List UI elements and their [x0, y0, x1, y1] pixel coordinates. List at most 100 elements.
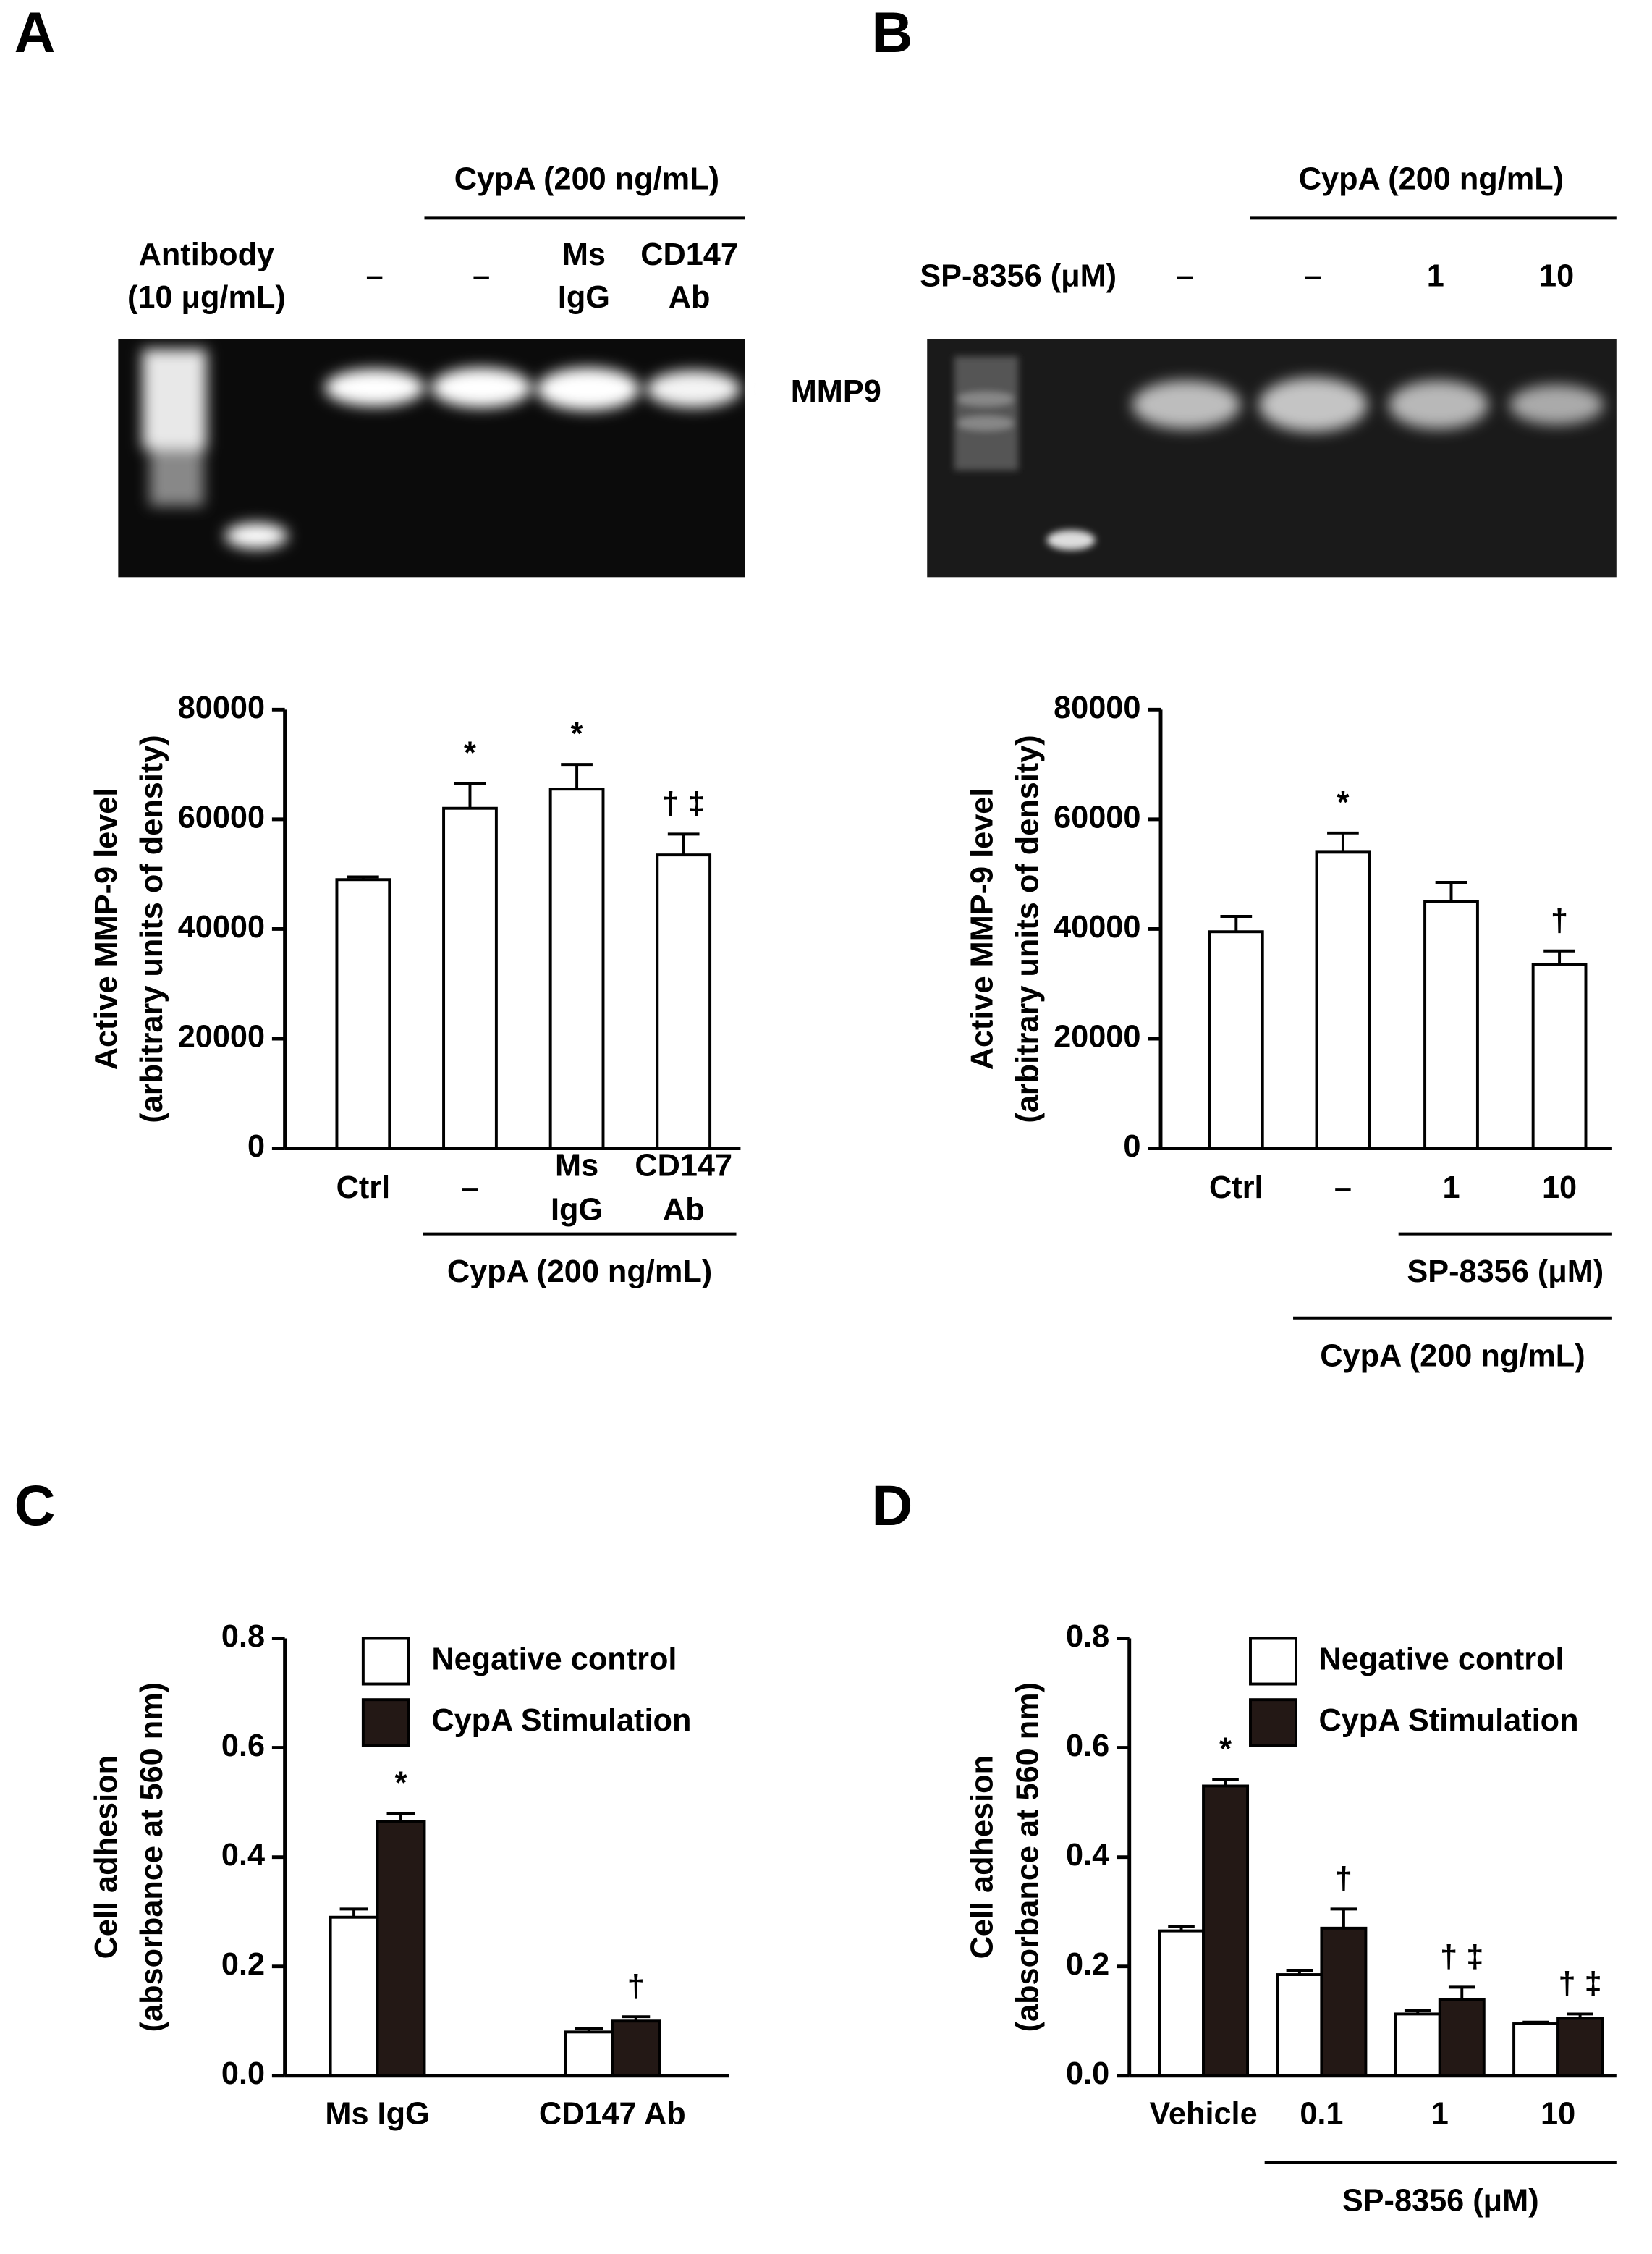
y-axis-label: (absorbance at 560 nm)	[135, 1682, 169, 2032]
y-tick-label: 0.2	[221, 1947, 265, 1982]
x-tick-label: Ctrl	[336, 1170, 391, 1205]
y-tick-label: 0.4	[221, 1838, 265, 1873]
bar	[329, 1915, 379, 2077]
x-tick-label: Ab	[663, 1193, 705, 1228]
gel-header: CypA (200 ng/mL)	[454, 162, 719, 197]
legend-label: Negative control	[1318, 1642, 1564, 1676]
gel-row-label: (10 μg/mL)	[127, 280, 286, 315]
y-axis-label: Cell adhesion	[965, 1755, 999, 1959]
bar	[1202, 1784, 1250, 2077]
lane-label: CD147	[640, 237, 738, 272]
significance-label: †	[1551, 903, 1568, 938]
lane-label: –	[1305, 258, 1322, 293]
legend-swatch	[361, 1637, 410, 1686]
significance-label: *	[464, 736, 476, 771]
x-tick-label: –	[461, 1170, 478, 1205]
bar	[1208, 930, 1264, 1150]
gel-bands	[142, 349, 741, 549]
bar	[1556, 2017, 1604, 2077]
bar	[1158, 1929, 1206, 2077]
legend-label: CypA Stimulation	[1318, 1703, 1578, 1738]
lane-label: 1	[1427, 258, 1444, 293]
lane-label: Ab	[669, 280, 711, 315]
significance-label: † ‡	[662, 786, 706, 821]
y-tick-label: 80000	[178, 691, 265, 725]
x-tick-label: 0.1	[1300, 2096, 1343, 2131]
legend-swatch	[1249, 1698, 1297, 1747]
significance-label: *	[1219, 1731, 1232, 1766]
y-axis-label: (arbitrary units of density)	[1010, 735, 1045, 1123]
y-tick-label: 40000	[178, 910, 265, 945]
y-tick-label: 20000	[1054, 1019, 1140, 1054]
y-tick-label: 0.8	[221, 1619, 265, 1654]
panel-label: B	[871, 1, 912, 64]
significance-label: *	[1337, 785, 1349, 820]
y-tick-label: 0.8	[1066, 1619, 1109, 1654]
gel-bands	[954, 356, 1096, 550]
bar	[376, 1820, 426, 2077]
y-tick-label: 40000	[1054, 910, 1140, 945]
lane-label: –	[366, 258, 384, 293]
x-tick-label: Ms IgG	[325, 2096, 429, 2131]
panel-label: D	[871, 1474, 912, 1537]
gel-row-label: Antibody	[139, 237, 275, 272]
lane-label: IgG	[558, 280, 610, 315]
y-tick-label: 20000	[178, 1019, 265, 1054]
x-tick-label: Vehicle	[1149, 2096, 1257, 2131]
y-axis-label: Active MMP-9 level	[965, 788, 999, 1071]
y-tick-label: 0.2	[1066, 1947, 1109, 1982]
significance-label: † ‡	[1559, 1966, 1602, 2001]
y-axis-label: (arbitrary units of density)	[135, 735, 169, 1123]
bar	[442, 806, 498, 1150]
x-tick-label: 1	[1431, 2096, 1449, 2131]
bar	[564, 2030, 614, 2077]
legend-label: CypA Stimulation	[431, 1703, 691, 1738]
bar	[1276, 1973, 1323, 2077]
y-tick-label: 0.6	[1066, 1729, 1109, 1763]
x-tick-label: IgG	[551, 1193, 603, 1228]
gel-image	[118, 339, 745, 578]
bar	[1394, 2012, 1441, 2077]
bar	[1423, 900, 1479, 1150]
gel-image	[927, 339, 1617, 578]
x-tick-label: 10	[1541, 2096, 1575, 2131]
bar	[611, 2019, 661, 2077]
y-tick-label: 60000	[1054, 800, 1140, 835]
band-label: MMP9	[791, 374, 881, 409]
x-tick-label: CD147	[635, 1149, 732, 1183]
panel-label: C	[14, 1474, 56, 1537]
bar	[548, 788, 605, 1150]
y-tick-label: 60000	[178, 800, 265, 835]
x-tick-label: Ctrl	[1209, 1170, 1263, 1205]
legend-label: Negative control	[431, 1642, 677, 1676]
legend-swatch	[1249, 1637, 1297, 1686]
bar	[1531, 963, 1588, 1150]
lane-label: Ms	[562, 237, 606, 272]
x-tick-label: 10	[1542, 1170, 1577, 1205]
lane-label: 10	[1539, 258, 1574, 293]
significance-label: †	[1335, 1861, 1352, 1896]
bar	[656, 853, 712, 1150]
bar	[335, 878, 391, 1150]
gel-header: CypA (200 ng/mL)	[1299, 162, 1564, 197]
y-axis-label: Active MMP-9 level	[89, 788, 124, 1071]
y-axis-label: (absorbance at 560 nm)	[1010, 1682, 1045, 2032]
group-label: CypA (200 ng/mL)	[1320, 1338, 1585, 1373]
group-label: SP-8356 (μM)	[1342, 2183, 1539, 2218]
legend-swatch	[361, 1698, 410, 1747]
bar	[1315, 850, 1371, 1150]
y-tick-label: 0	[1123, 1129, 1140, 1164]
gel-bands	[1132, 377, 1604, 432]
gel-row-label: SP-8356 (μM)	[920, 258, 1117, 293]
x-tick-label: –	[1334, 1170, 1352, 1205]
y-tick-label: 0	[247, 1129, 265, 1164]
x-tick-label: 1	[1442, 1170, 1460, 1205]
y-tick-label: 0.0	[221, 2056, 265, 2091]
group-label: SP-8356 (μM)	[1407, 1254, 1604, 1289]
group-label: CypA (200 ng/mL)	[447, 1254, 712, 1289]
significance-label: *	[395, 1765, 407, 1800]
bar	[1512, 2022, 1560, 2077]
bar	[1438, 1998, 1486, 2077]
